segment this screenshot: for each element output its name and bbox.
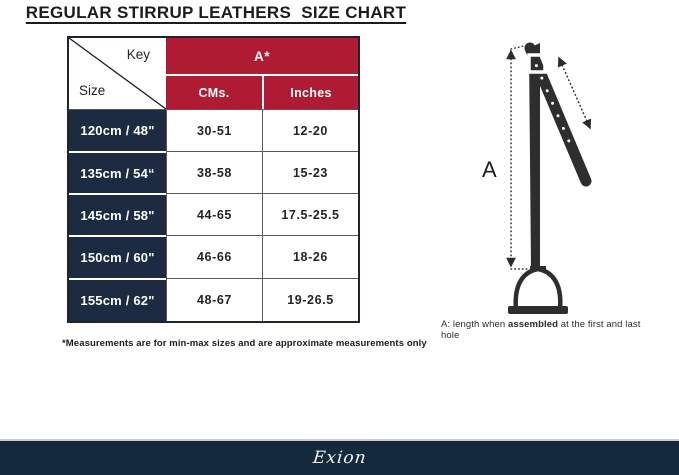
- stirrup-iron-tread: [508, 306, 568, 314]
- stirrup-leather-strap: [529, 43, 540, 271]
- measure-label-a: A: [482, 157, 497, 182]
- size-table: Key Size A* CMs. Inches 120cm / 48" 30-5…: [67, 36, 360, 323]
- row-label: 135cm / 54“: [69, 151, 166, 193]
- unit-header-inches: Inches: [262, 74, 358, 109]
- cell-inches: 12-20: [262, 109, 358, 151]
- stirrup-leather-illustration: [506, 42, 592, 314]
- cell-inches: 15-23: [262, 151, 358, 193]
- table-corner-cell: Key Size: [69, 38, 166, 109]
- diagonal-divider: [69, 38, 166, 109]
- column-group-header: A*: [166, 38, 358, 74]
- caption-prefix: A: length when: [441, 319, 508, 330]
- unit-header-cms: CMs.: [166, 74, 262, 109]
- measurement-arrow-diagonal: [557, 56, 592, 130]
- caption-suffix: at the first and last hole: [441, 319, 641, 341]
- diagram-caption: A: length when assembled at the first an…: [441, 319, 651, 341]
- cell-inches: 18-26: [262, 235, 358, 278]
- cell-inches: 19-26.5: [262, 278, 358, 321]
- stirrup-iron-slot: [530, 266, 546, 271]
- corner-size-label: Size: [79, 83, 106, 98]
- measurement-footnote: *Measurements are for min-max sizes and …: [62, 338, 427, 349]
- cell-cms: 48-67: [166, 278, 262, 321]
- cell-inches: 17.5-25.5: [262, 193, 358, 235]
- row-label: 120cm / 48": [69, 109, 166, 151]
- cell-cms: 44-65: [166, 193, 262, 235]
- caption-bold: assembled: [508, 319, 559, 330]
- buckle-icon: [527, 53, 547, 74]
- brand-logo: Exion: [311, 448, 368, 468]
- brand-footer-bar: Exion: [0, 439, 679, 475]
- cell-cms: 30-51: [166, 109, 262, 151]
- row-label: 150cm / 60": [69, 235, 166, 278]
- stirrup-leather-diagram: A: [450, 30, 610, 320]
- row-label: 145cm / 58": [69, 193, 166, 235]
- row-label: 155cm / 62": [69, 278, 166, 321]
- corner-key-label: Key: [126, 47, 150, 62]
- cell-cms: 46-66: [166, 235, 262, 278]
- page-title: REGULAR STIRRUP LEATHERS SIZE CHART: [25, 3, 407, 22]
- stirrup-iron-icon: [513, 266, 563, 312]
- cell-cms: 38-58: [166, 151, 262, 193]
